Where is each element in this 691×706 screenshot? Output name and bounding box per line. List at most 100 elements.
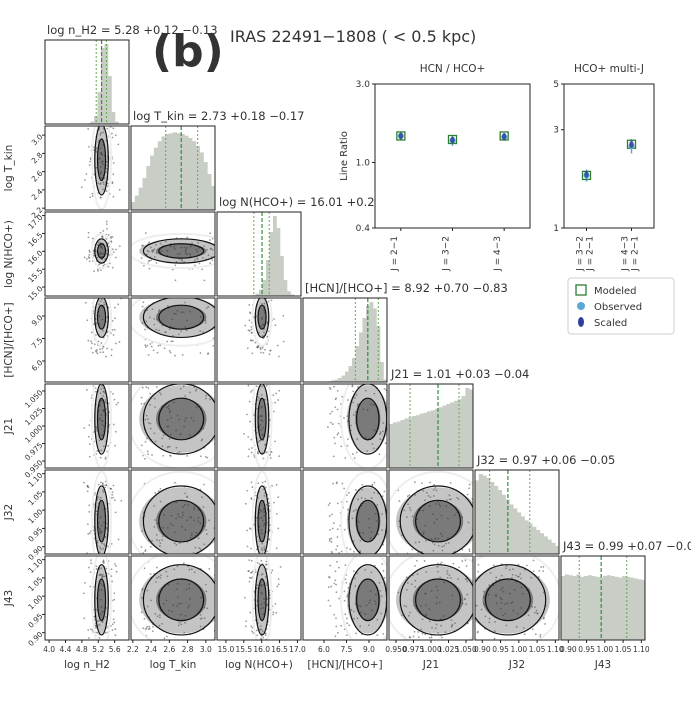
sample-point (219, 389, 221, 391)
sample-point (343, 590, 346, 593)
axes-frame (44, 297, 130, 383)
axes-frame (374, 83, 531, 229)
sample-point (101, 489, 104, 492)
sample-point (83, 581, 86, 584)
sample-point (96, 349, 98, 351)
sample-point (403, 621, 405, 623)
sample-point (393, 542, 395, 544)
sample-point (435, 585, 438, 588)
sample-point (98, 263, 100, 266)
sample-point (176, 414, 179, 417)
sample-point (177, 333, 180, 336)
sample-point (149, 246, 152, 249)
sample-point (405, 485, 407, 487)
sample-point (153, 317, 156, 320)
sample-point (190, 568, 193, 571)
sample-point (248, 288, 250, 290)
sample-point (174, 279, 177, 282)
sample-point (335, 591, 338, 594)
sample-point (100, 567, 103, 570)
sample-point (447, 536, 449, 539)
legend-label: Observed (594, 302, 642, 313)
hist-bar (207, 174, 212, 210)
sample-point (381, 529, 384, 532)
axes-frame (302, 555, 388, 641)
sample-point (356, 572, 358, 575)
sample-point (200, 293, 202, 295)
sample-point (110, 542, 113, 545)
sample-point (92, 146, 95, 149)
sample-point (219, 250, 221, 252)
sample-point (88, 251, 91, 253)
axes-frame (44, 125, 130, 211)
sample-point (369, 590, 372, 592)
hist-bar (142, 178, 147, 210)
sample-point (117, 303, 120, 306)
sample-point (103, 557, 105, 559)
sample-point (505, 624, 508, 627)
sample-point (106, 127, 109, 130)
sample-point (168, 328, 171, 331)
sample-point (262, 583, 264, 586)
sample-point (438, 503, 441, 506)
sample-point (140, 257, 143, 259)
sample-point (336, 502, 339, 505)
hist-bar (283, 280, 288, 296)
sample-point (83, 256, 86, 259)
sample-point (263, 312, 266, 314)
sample-point (102, 181, 104, 184)
sample-point (99, 290, 101, 292)
sample-point (175, 543, 178, 546)
sample-point (468, 487, 470, 490)
sample-point (373, 481, 376, 484)
sample-point (102, 419, 104, 422)
sample-point (488, 584, 491, 587)
sample-point (371, 443, 374, 445)
sample-point (243, 432, 245, 435)
sample-point (446, 572, 449, 575)
sample-point (154, 612, 157, 615)
sample-point (369, 599, 371, 602)
pair-content (327, 470, 407, 554)
pair-panel-Tkin-ratio (130, 292, 216, 383)
sample-point (112, 496, 114, 499)
hist-bar (517, 512, 522, 554)
sample-point (88, 253, 91, 256)
sample-point (95, 565, 98, 568)
sample-point (149, 403, 151, 406)
sample-point (517, 563, 520, 566)
sample-point (402, 544, 404, 546)
sample-point (250, 325, 253, 328)
y-tick-label: 1.00 (26, 593, 44, 611)
density-core (254, 566, 270, 634)
density-core (355, 398, 381, 440)
sample-point (341, 482, 344, 485)
sample-point (264, 575, 267, 578)
sample-point (153, 323, 156, 326)
sample-point (262, 379, 264, 381)
axes-frame (44, 211, 130, 297)
sample-point (266, 335, 269, 338)
density-core (254, 487, 270, 554)
y-tick-label: 1 (553, 224, 559, 234)
sample-point (99, 529, 101, 532)
sample-point (412, 635, 415, 638)
sample-point (143, 567, 146, 570)
sample-point (333, 436, 336, 439)
contour-line (142, 238, 215, 264)
sample-point (105, 237, 108, 240)
hist-bar (497, 490, 503, 554)
sample-point (435, 602, 438, 605)
sample-point (277, 399, 279, 401)
sample-point (114, 317, 116, 320)
sample-point (167, 292, 169, 294)
hist-bar (625, 576, 631, 640)
pair-panel-NHCO-J32 (216, 469, 302, 555)
sample-point (434, 486, 437, 489)
y-tick-label: 1.025 (23, 406, 45, 428)
sample-point (158, 614, 161, 616)
sample-point (381, 495, 384, 498)
contour-line (131, 232, 215, 270)
hist-bar (180, 134, 185, 210)
sample-point (250, 438, 253, 441)
